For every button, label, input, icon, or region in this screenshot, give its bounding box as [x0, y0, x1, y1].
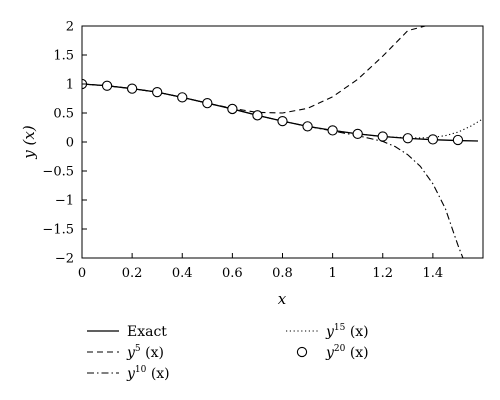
plot-frame	[81, 25, 484, 259]
y-tick-label: −1.5	[42, 223, 74, 238]
data-point	[327, 125, 338, 136]
y-axis: 2 1.5 1 0.5 0 −0.5 −1 −1.5 −2	[42, 20, 87, 267]
data-point	[352, 128, 363, 140]
legend-item-exact: Exact	[87, 324, 167, 340]
legend-item-y10-x: y10 (x)	[87, 365, 170, 382]
x-tick-label: 1.2	[372, 266, 393, 281]
data-point	[202, 97, 213, 109]
legend-marker	[296, 346, 308, 358]
y-axis-label: y (x)	[20, 125, 38, 160]
data-point	[452, 134, 464, 146]
data-point	[177, 92, 188, 103]
data-point	[101, 80, 113, 91]
x-tick-label: 1	[328, 266, 336, 281]
y-tick-label: −2	[55, 252, 74, 267]
x-tick-label: 0.6	[222, 266, 243, 281]
legend-item-y5-x: y5 (x)	[87, 344, 164, 361]
y-tick-label: 0.5	[53, 107, 74, 122]
legend: Exact y5 (x) y10 (x) y15 (x) y20 (x)	[87, 323, 369, 382]
series-y20-x-markers	[82, 78, 464, 146]
legend-label: Exact	[127, 324, 167, 340]
data-point	[427, 134, 439, 145]
series-y5-x-line	[82, 26, 426, 114]
legend-label: y5 (x)	[126, 344, 164, 361]
series-y15-x-line	[82, 83, 483, 139]
legend-label: y10 (x)	[126, 365, 170, 382]
data-point	[377, 131, 388, 142]
legend-label: y20 (x)	[325, 344, 369, 361]
x-tick-label: 1.4	[423, 266, 444, 281]
x-tick-label: 0.2	[122, 266, 143, 281]
x-tick-label: 0	[78, 266, 86, 281]
x-tick-label: 0.4	[172, 266, 193, 281]
data-point	[252, 110, 263, 121]
legend-label: y15 (x)	[325, 323, 369, 340]
series-y10-x-line	[82, 83, 464, 258]
x-tick-label: 0.8	[272, 266, 293, 281]
data-point	[302, 121, 313, 132]
data-point	[227, 103, 238, 115]
y-tick-label: 2	[66, 20, 74, 35]
legend-item-y15-x: y15 (x)	[286, 323, 369, 340]
legend-item-y20-x: y20 (x)	[296, 344, 369, 361]
x-axis: 0 0.2 0.4 0.6 0.8 1 1.2 1.4	[78, 253, 443, 281]
data-point	[126, 83, 138, 94]
y-tick-label: −0.5	[42, 165, 74, 180]
data-point	[152, 86, 163, 98]
y-tick-label: −1	[55, 194, 74, 209]
data-point	[402, 133, 413, 144]
x-axis-label: x	[278, 290, 287, 308]
y-tick-label: 1.5	[53, 49, 74, 64]
data-point	[277, 115, 288, 127]
y-tick-label: 0	[66, 136, 74, 151]
y-tick-label: 1	[66, 78, 74, 93]
plot-series	[82, 26, 483, 258]
